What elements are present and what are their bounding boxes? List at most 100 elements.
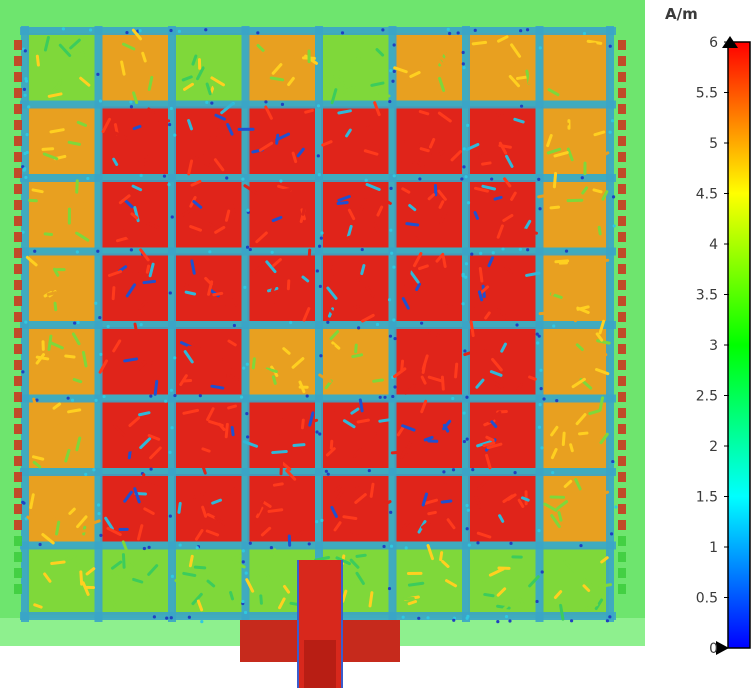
edge-current-strip xyxy=(618,120,626,130)
grid-speckle xyxy=(364,178,368,182)
current-arrow xyxy=(427,510,437,516)
current-arrow xyxy=(402,227,409,239)
current-arrow xyxy=(282,347,291,355)
current-arrow xyxy=(510,124,525,133)
grid-speckle xyxy=(35,398,39,402)
grid-speckle xyxy=(164,399,168,403)
grid-speckle xyxy=(388,99,392,104)
grid-speckle xyxy=(389,186,393,190)
current-arrow xyxy=(302,307,311,322)
grid-speckle xyxy=(241,549,245,553)
grid-speckle xyxy=(381,28,385,32)
current-arrow xyxy=(58,43,72,58)
grid-speckle xyxy=(88,28,93,32)
grid-speckle xyxy=(460,177,464,181)
current-arrow xyxy=(224,422,229,439)
current-arrow xyxy=(112,339,122,353)
grid-speckle xyxy=(509,541,513,545)
current-arrow xyxy=(194,529,204,541)
current-arrow xyxy=(278,597,286,610)
edge-current-strip xyxy=(14,56,22,66)
grid-speckle xyxy=(269,545,273,550)
current-arrow xyxy=(595,332,604,342)
current-arrow xyxy=(366,141,378,148)
grid-speckle xyxy=(610,119,615,123)
current-arrow xyxy=(227,339,237,347)
current-arrow xyxy=(321,140,333,147)
current-arrow xyxy=(183,285,196,290)
current-arrow xyxy=(523,219,532,231)
current-arrow xyxy=(79,76,91,87)
grid-speckle xyxy=(21,500,25,504)
current-arrow xyxy=(229,591,235,601)
edge-current-strip xyxy=(14,232,22,242)
current-arrow xyxy=(550,425,559,437)
grid-speckle xyxy=(169,106,173,111)
current-arrow xyxy=(253,519,258,532)
current-arrow xyxy=(573,308,577,323)
current-arrow xyxy=(261,367,275,376)
current-arrow xyxy=(581,186,589,195)
edge-current-strip xyxy=(618,312,626,322)
grid-speckle xyxy=(392,43,396,47)
current-arrow xyxy=(145,264,151,274)
edge-current-strip xyxy=(14,168,22,178)
edge-current-strip xyxy=(618,504,626,514)
current-arrow xyxy=(575,63,582,73)
current-arrow xyxy=(206,513,217,520)
grid-speckle xyxy=(245,245,250,249)
current-arrow xyxy=(325,447,336,457)
current-arrow xyxy=(275,132,291,142)
grid-speckle xyxy=(246,208,250,212)
current-arrow xyxy=(214,113,226,121)
current-arrow xyxy=(500,342,507,353)
current-arrow xyxy=(258,141,274,152)
grid-speckle xyxy=(452,618,456,622)
grid-speckle xyxy=(552,324,556,328)
edge-current-strip xyxy=(14,408,22,418)
current-arrow xyxy=(269,76,285,82)
current-arrow xyxy=(420,399,428,414)
grid-speckle xyxy=(326,472,330,476)
grid-speckle xyxy=(248,247,252,252)
patch-cell xyxy=(394,33,462,101)
current-arrow xyxy=(287,54,301,60)
current-arrow xyxy=(369,482,375,498)
current-arrow xyxy=(143,507,155,515)
current-arrow xyxy=(192,491,206,499)
current-arrow xyxy=(354,493,367,504)
grid-speckle xyxy=(357,326,361,330)
current-arrow xyxy=(537,193,549,199)
current-arrow xyxy=(436,57,446,69)
current-arrow xyxy=(345,128,352,138)
current-arrow xyxy=(358,398,364,413)
grid-speckle xyxy=(382,544,386,549)
current-arrow xyxy=(149,446,162,460)
current-arrow xyxy=(419,147,430,153)
current-arrow xyxy=(335,556,352,566)
grid-speckle xyxy=(393,336,397,341)
grid-speckle xyxy=(387,298,392,302)
current-arrow xyxy=(182,408,200,415)
grid-speckle xyxy=(129,100,133,104)
current-arrow xyxy=(106,526,122,537)
current-arrow xyxy=(307,248,312,261)
grid-speckle xyxy=(169,616,173,620)
current-arrow xyxy=(214,516,227,526)
current-arrow xyxy=(192,200,203,209)
current-arrow xyxy=(490,420,498,428)
grid-speckle xyxy=(21,230,25,234)
edge-current-strip xyxy=(14,248,22,258)
current-arrow xyxy=(67,190,77,203)
current-arrow xyxy=(80,528,90,533)
grid-speckle xyxy=(97,512,101,516)
current-arrow xyxy=(505,154,514,168)
current-arrow xyxy=(475,378,485,389)
current-arrow xyxy=(265,367,278,374)
current-arrow xyxy=(85,567,96,576)
grid-speckle xyxy=(204,28,208,32)
edge-current-strip xyxy=(618,264,626,274)
current-arrow xyxy=(67,160,78,171)
current-arrow xyxy=(224,209,231,222)
current-arrow xyxy=(487,256,494,268)
